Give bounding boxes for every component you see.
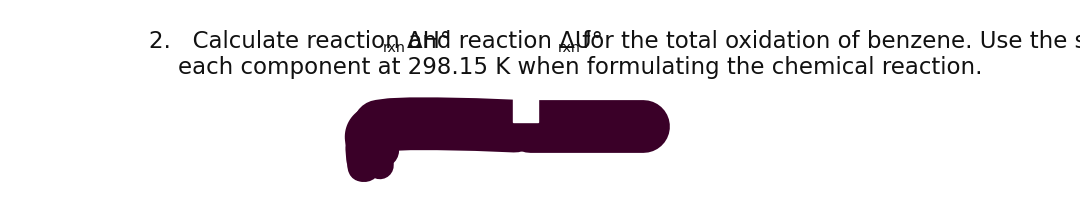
Text: for the total oxidation of benzene. Use the stable phases for: for the total oxidation of benzene. Use … [575, 30, 1080, 53]
Text: rxn: rxn [557, 41, 580, 55]
Bar [513, 98, 538, 122]
Text: and reaction ΔU°: and reaction ΔU° [401, 30, 603, 53]
Text: rxn: rxn [383, 41, 406, 55]
Text: each component at 298.15 K when formulating the chemical reaction.: each component at 298.15 K when formulat… [177, 56, 982, 79]
Text: 2.   Calculate reaction ΔH°: 2. Calculate reaction ΔH° [149, 30, 451, 53]
